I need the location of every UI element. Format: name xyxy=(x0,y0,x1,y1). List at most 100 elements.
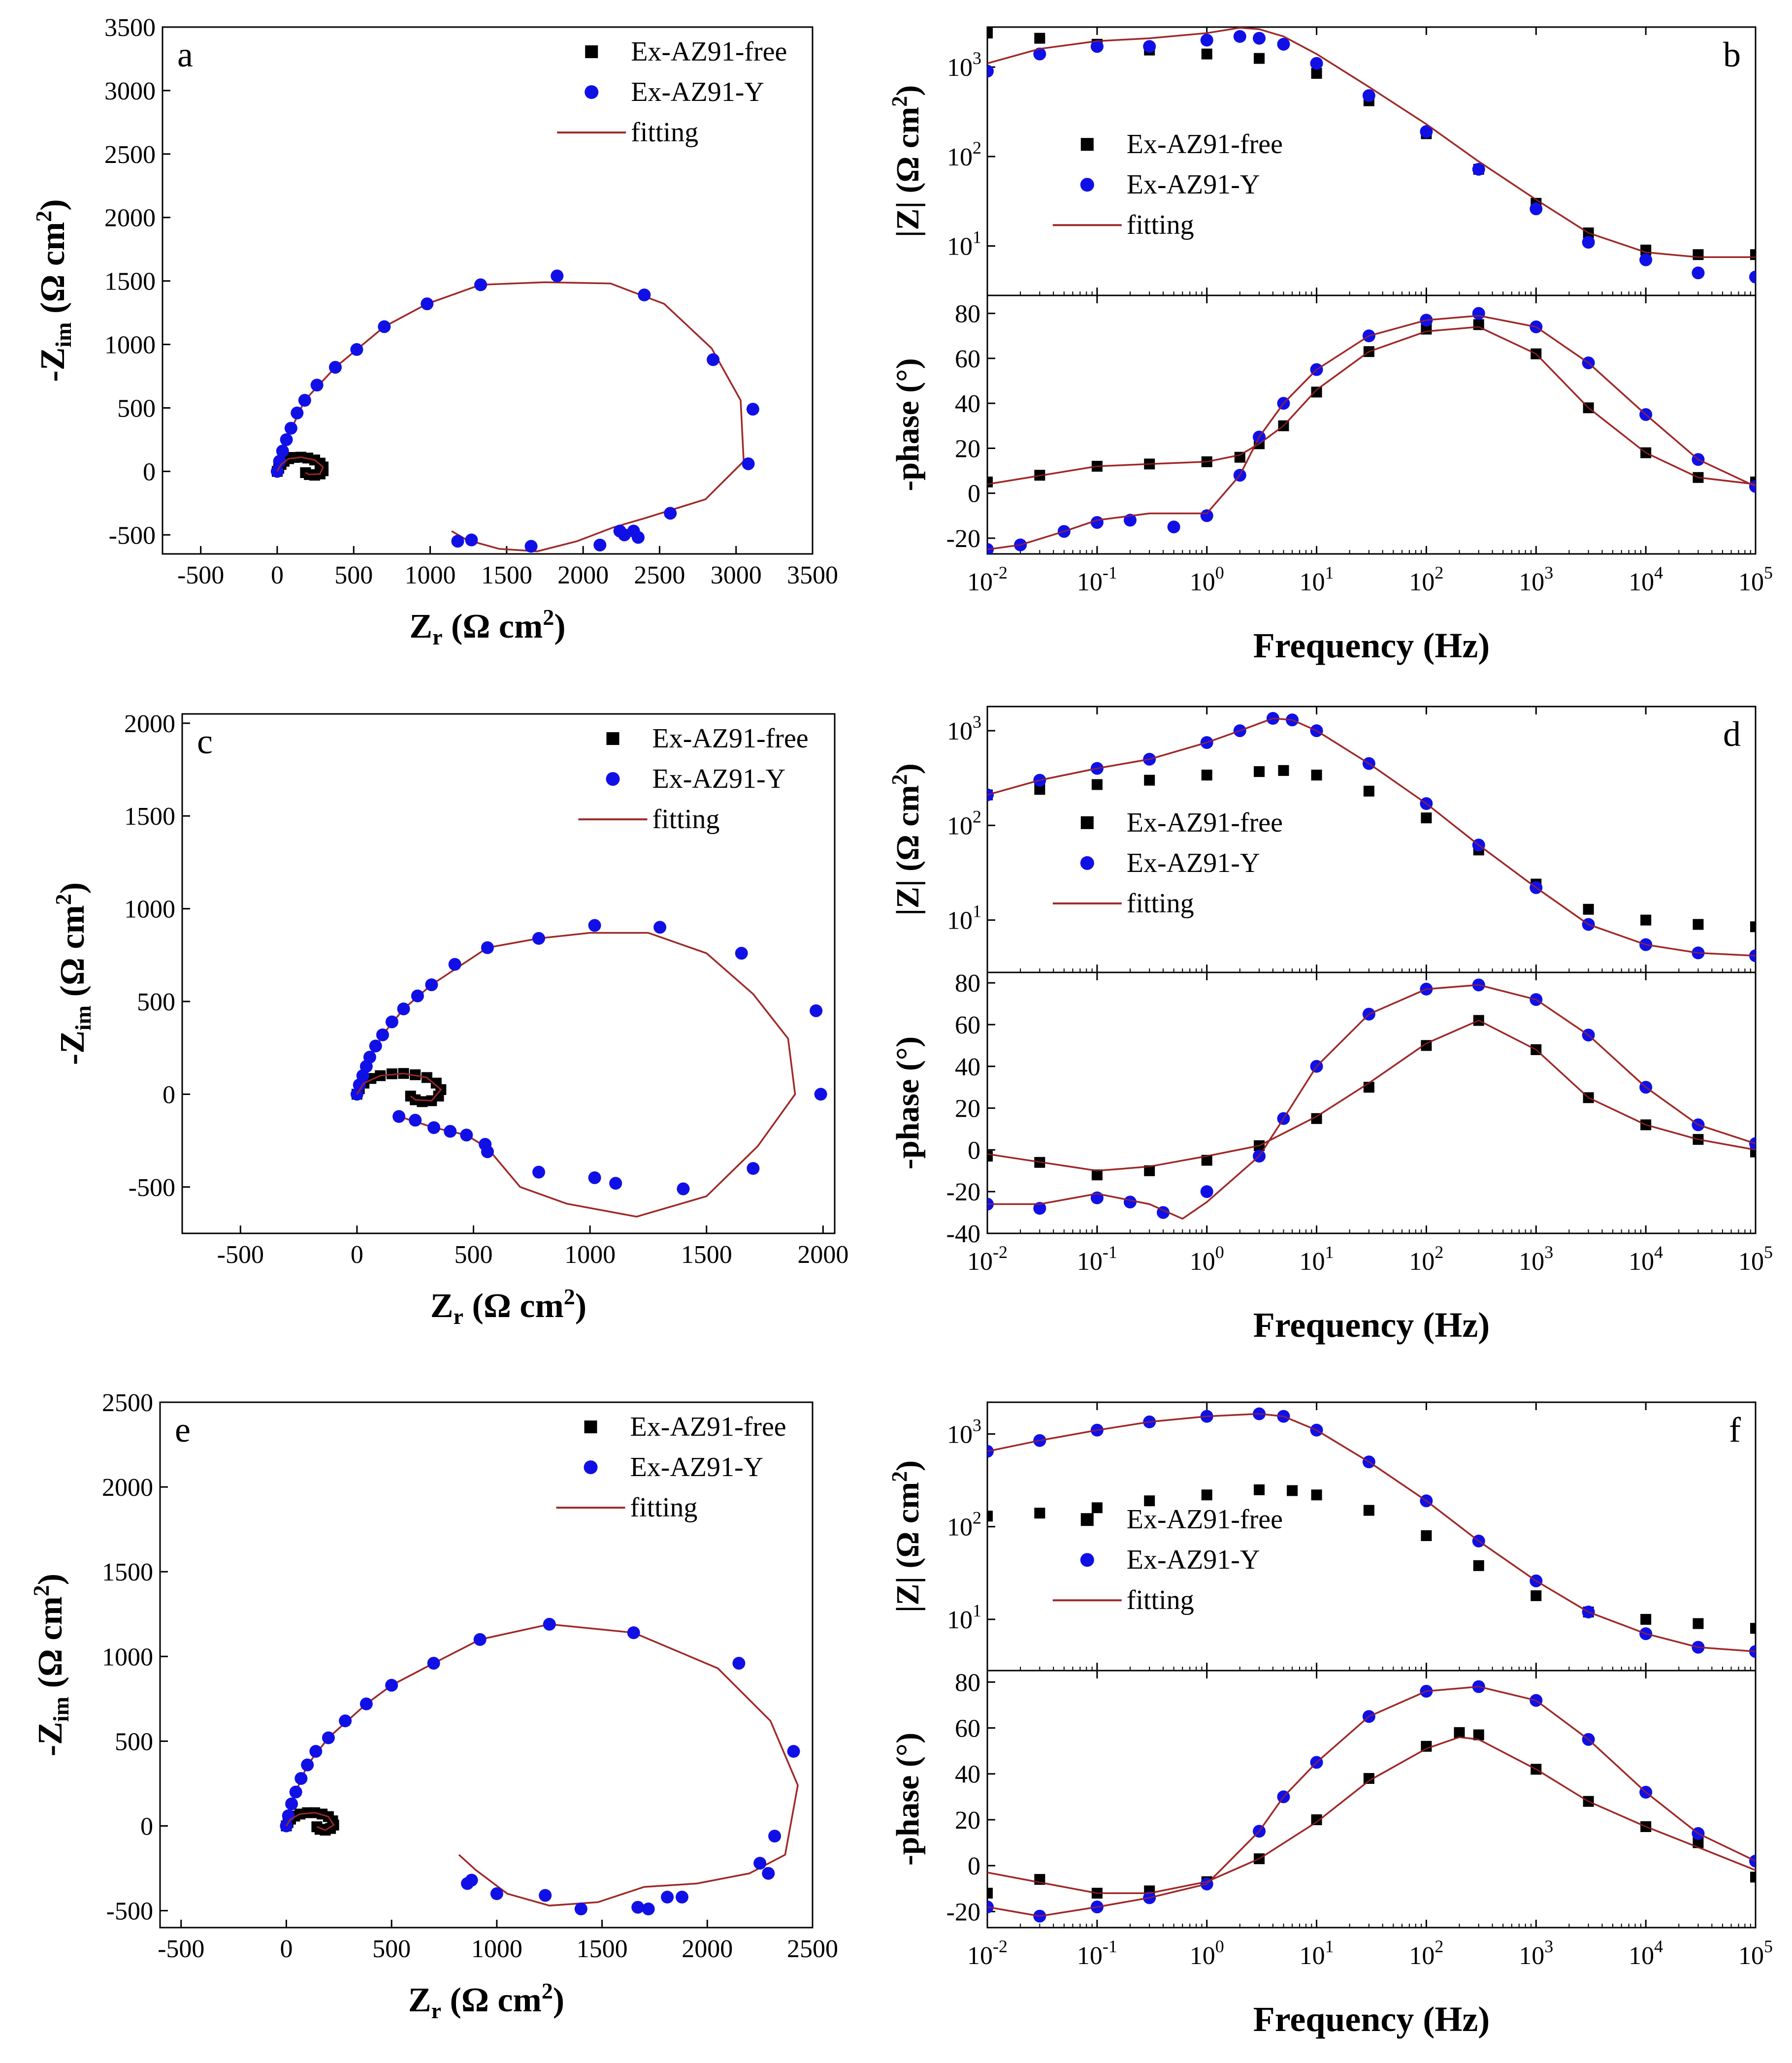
data-point xyxy=(661,1891,674,1904)
plot-area xyxy=(987,1407,1756,1658)
panel-label: d xyxy=(1723,714,1741,754)
y-axis-label: |Z| (Ω cm2) xyxy=(887,85,926,237)
data-point xyxy=(742,457,755,470)
legend-label: Ex-AZ91-Y xyxy=(1127,848,1260,878)
data-point xyxy=(1639,253,1653,266)
series-Ex-AZ91-free xyxy=(987,1727,1756,1899)
data-point xyxy=(732,1657,746,1670)
data-point xyxy=(1278,765,1289,776)
series-fitting xyxy=(987,27,1756,258)
data-point xyxy=(425,978,438,992)
plot-area xyxy=(987,712,1756,963)
x-tick-label: 101 xyxy=(1300,563,1334,596)
data-point xyxy=(987,28,993,39)
data-point xyxy=(664,507,677,520)
series-fitting-Y-overlay xyxy=(987,1686,1756,1917)
legend-label: fitting xyxy=(631,117,698,148)
data-point xyxy=(1421,1530,1432,1541)
plot-frame xyxy=(181,713,836,1234)
data-point xyxy=(1692,266,1705,280)
x-tick-label: 104 xyxy=(1629,1242,1663,1276)
plot-frame xyxy=(986,971,1757,1234)
data-point xyxy=(762,1867,775,1880)
x-tick-label: 2000 xyxy=(682,1935,733,1963)
data-point xyxy=(677,1182,690,1195)
plot-frame xyxy=(986,26,1757,296)
data-point xyxy=(1640,914,1652,926)
legend-marker-free xyxy=(1080,138,1094,151)
legend-label: fitting xyxy=(1127,1585,1194,1615)
y-tick-label: 80 xyxy=(955,1669,980,1697)
series-Ex-AZ91-free xyxy=(987,1484,1756,1634)
series-fitting-overlay xyxy=(987,27,1756,258)
y-tick-label: 20 xyxy=(955,435,980,463)
data-point xyxy=(1750,249,1756,260)
data-point xyxy=(397,1002,410,1016)
y-axis-label: -Zim (Ω cm2) xyxy=(29,1574,73,1756)
data-point xyxy=(1693,1837,1704,1848)
data-point xyxy=(1123,1195,1137,1209)
data-point xyxy=(289,1785,302,1799)
data-point xyxy=(451,535,464,548)
data-point xyxy=(1091,1169,1103,1181)
data-point xyxy=(1201,48,1212,60)
data-point xyxy=(1311,387,1322,398)
data-point xyxy=(987,1888,993,1899)
x-tick-label: -500 xyxy=(158,1935,204,1963)
data-point xyxy=(276,445,289,458)
series-fitting-overlay xyxy=(987,717,1756,957)
data-point xyxy=(1311,68,1322,79)
y-tick-label: 2500 xyxy=(102,1389,153,1417)
x-tick-label: 103 xyxy=(1519,1936,1553,1970)
data-point xyxy=(1233,30,1246,43)
y-tick-label: -500 xyxy=(106,1898,153,1926)
series-Ex-AZ91-Y xyxy=(987,30,1756,284)
y-tick-label: 1500 xyxy=(124,803,175,831)
series-fitting-Y xyxy=(285,1623,799,1907)
legend-marker-y xyxy=(606,772,620,786)
legend-label: Ex-AZ91-free xyxy=(630,1412,786,1442)
data-point xyxy=(1200,33,1213,47)
data-point xyxy=(421,297,434,311)
data-point xyxy=(1277,37,1290,51)
data-point xyxy=(1167,520,1180,534)
x-tick-label: 3000 xyxy=(711,561,762,589)
data-point xyxy=(1033,1202,1046,1215)
y-tick-label: 0 xyxy=(163,1081,175,1109)
series-fitting-free-overlay xyxy=(356,1072,442,1102)
y-tick-label: 500 xyxy=(115,1728,153,1756)
data-point xyxy=(1253,32,1266,45)
data-point xyxy=(1311,1113,1322,1124)
data-point xyxy=(1201,770,1212,781)
y-tick-label: 20 xyxy=(955,1806,980,1835)
plot-frame xyxy=(986,1401,1757,1672)
y-tick-label: 0 xyxy=(968,1136,980,1164)
y-tick-label: 60 xyxy=(955,1715,980,1743)
legend-label: Ex-AZ91-Y xyxy=(631,77,764,107)
data-point xyxy=(481,941,494,954)
y-tick-label: 101 xyxy=(947,1601,981,1634)
data-point xyxy=(1472,307,1485,320)
data-point xyxy=(987,64,994,78)
data-point xyxy=(1311,770,1322,781)
x-tick-label: 10-1 xyxy=(1077,1242,1117,1276)
y-axis-label: -phase (°) xyxy=(890,1733,926,1866)
data-point xyxy=(294,1772,308,1785)
data-point xyxy=(1583,903,1594,915)
x-tick-label: 102 xyxy=(1409,1936,1443,1970)
data-point xyxy=(427,1121,441,1134)
series-fitting-Y-overlay xyxy=(987,315,1756,550)
y-tick-label: 60 xyxy=(955,1011,980,1039)
plot-area xyxy=(270,269,759,553)
data-point xyxy=(1749,480,1756,493)
series-fitting-free-overlay xyxy=(276,456,324,476)
y-tick-label: 103 xyxy=(947,48,981,82)
x-tick-label: 2500 xyxy=(634,561,685,589)
x-tick-label: 0 xyxy=(271,561,284,589)
plot-frame xyxy=(986,706,1757,973)
data-point xyxy=(1454,1727,1465,1738)
